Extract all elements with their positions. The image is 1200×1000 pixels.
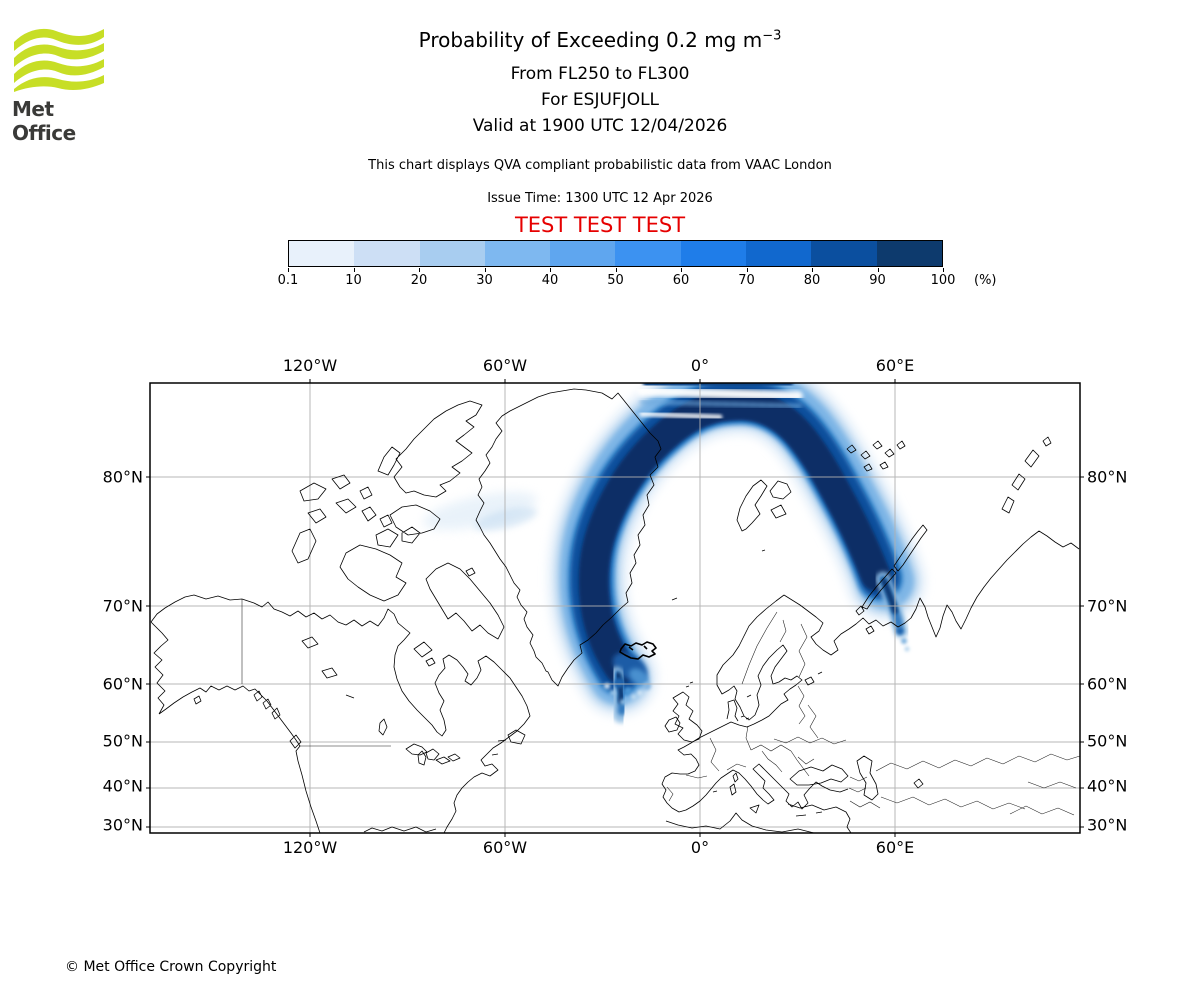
- lat-label-left: 60°N: [102, 674, 143, 694]
- title-exponent: −3: [762, 28, 782, 44]
- subtitle-valid-time: Valid at 1900 UTC 12/04/2026: [472, 116, 728, 136]
- colorbar-unit: (%): [974, 273, 997, 288]
- lat-label-right: 80°N: [1087, 467, 1128, 487]
- lat-label-right: 30°N: [1087, 815, 1128, 835]
- subtitle-flight-levels: From FL250 to FL300: [510, 64, 690, 84]
- lat-label-right: 60°N: [1087, 674, 1128, 694]
- ash-plume: [423, 383, 925, 723]
- colorbar-tick-label: 50: [607, 273, 624, 288]
- colorbar-tick-label: 80: [803, 273, 821, 288]
- colorbar-segment-8: [746, 241, 812, 266]
- page-title: Probability of Exceeding 0.2 mg m−3: [0, 28, 1200, 52]
- colorbar-tickmark: [681, 268, 682, 272]
- lon-label-bottom: 0°: [690, 838, 710, 857]
- subtitle-volcano: For ESJUFJOLL: [540, 90, 660, 110]
- met-office-logo-waves: [14, 28, 104, 92]
- colorbar-tick-label: 30: [476, 273, 493, 288]
- colorbar-tickmark: [288, 268, 289, 272]
- axis-ticks: [146, 379, 1084, 837]
- colorbar-segment-1: [289, 241, 355, 266]
- coast-north-america: [150, 594, 531, 833]
- colorbar-tick-label: 100: [930, 273, 956, 288]
- lat-label-right: 70°N: [1087, 596, 1128, 616]
- lat-label-left: 80°N: [102, 467, 143, 487]
- colorbar-segment-7: [680, 241, 747, 266]
- colorbar-tickmark: [812, 268, 813, 272]
- lon-label-top: 60°W: [482, 356, 528, 375]
- colorbar-tick-label: 60: [672, 273, 690, 288]
- coast-iceland: [619, 641, 657, 660]
- colorbar-segment-3: [419, 241, 485, 266]
- lat-label-left: 40°N: [102, 776, 143, 796]
- met-office-logo: Met Office: [12, 24, 122, 145]
- colorbar-tick-label: 70: [738, 273, 755, 288]
- lon-label-bottom: 120°W: [282, 838, 338, 857]
- colorbar-tickmark: [550, 268, 551, 272]
- ash-top-streak: [643, 383, 793, 388]
- coastlines: [150, 388, 1080, 833]
- lon-label-top: 120°W: [282, 356, 338, 375]
- coast-europe: [661, 594, 879, 833]
- lon-label-top: 0°: [690, 356, 710, 375]
- colorbar-gradient: [288, 240, 943, 267]
- lat-label-left: 30°N: [102, 815, 143, 835]
- qva-description: This chart displays QVA compliant probab…: [368, 158, 832, 173]
- lat-label-left: 70°N: [102, 596, 143, 616]
- lon-label-top: 60°E: [875, 356, 915, 375]
- probability-map: [146, 379, 1084, 837]
- colorbar-tickmark: [419, 268, 420, 272]
- coast-greenland: [475, 388, 662, 687]
- colorbar-tick-label: 10: [345, 273, 362, 288]
- ash-faint-patch-core: [474, 507, 538, 531]
- colorbar-tickmark: [746, 268, 748, 272]
- ash-speckles: [604, 627, 910, 705]
- issue-time: Issue Time: 1300 UTC 12 Apr 2026: [487, 191, 713, 206]
- lat-label-right: 40°N: [1087, 776, 1128, 796]
- colorbar-segment-6: [615, 241, 681, 266]
- colorbar: 0.1 10 20 30 40 50 60 70 80 90 100 (%): [278, 240, 997, 288]
- colorbar-tickmark: [943, 268, 944, 272]
- met-office-logo-text: Met Office: [12, 97, 76, 145]
- lat-label-left: 50°N: [102, 731, 143, 751]
- lat-label-right: 50°N: [1087, 731, 1128, 751]
- map-frame: [146, 379, 1084, 837]
- lon-label-bottom: 60°W: [482, 838, 528, 857]
- colorbar-tick-label: 20: [410, 273, 428, 288]
- colorbar-tickmark: [877, 268, 879, 272]
- colorbar-tickmark: [615, 268, 617, 272]
- colorbar-segment-2: [354, 241, 420, 266]
- copyright-notice: © Met Office Crown Copyright: [65, 959, 277, 975]
- colorbar-segment-10: [876, 241, 942, 266]
- coast-russia-arctic: [671, 436, 1080, 656]
- coast-arctic-archipelago: [291, 400, 526, 756]
- lakes: [301, 636, 924, 789]
- colorbar-tick-label: 90: [869, 273, 886, 288]
- colorbar-tick-label: 40: [541, 273, 559, 288]
- colorbar-segment-4: [484, 241, 551, 266]
- colorbar-segment-9: [811, 241, 877, 266]
- lon-label-bottom: 60°E: [875, 838, 915, 857]
- title-text: Probability of Exceeding 0.2 mg m: [418, 28, 763, 52]
- ash-top-gap: [637, 386, 803, 401]
- colorbar-tickmark: [353, 268, 355, 272]
- colorbar-tick-label: 0.1: [277, 273, 299, 288]
- colorbar-segment-5: [550, 241, 616, 266]
- test-banner: TEST TEST TEST: [514, 213, 686, 237]
- country-borders: [241, 599, 1080, 816]
- colorbar-tickmark: [484, 268, 486, 272]
